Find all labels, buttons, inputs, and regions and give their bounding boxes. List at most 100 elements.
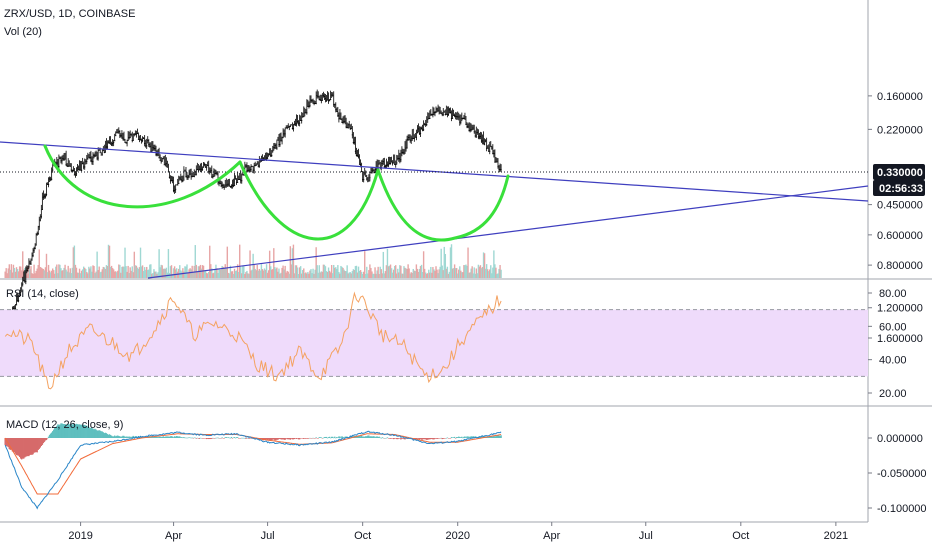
candle-body xyxy=(216,173,218,175)
volume-bar xyxy=(188,269,190,278)
macd-histogram-bar xyxy=(241,437,243,439)
trendlines[interactable] xyxy=(0,141,869,279)
time-axis[interactable]: 2019 Apr Jul Oct 2020 Apr Jul Oct 2021 xyxy=(68,522,848,542)
macd-histogram-bar xyxy=(247,437,249,439)
volume-bar xyxy=(407,264,409,278)
volume-bar xyxy=(118,264,120,278)
volume-bar xyxy=(322,264,325,278)
candle-body xyxy=(338,118,340,120)
macd-histogram-bar xyxy=(338,436,340,438)
volume-bar xyxy=(454,268,457,278)
ascending-trendline[interactable] xyxy=(147,185,869,279)
volume-bar xyxy=(229,265,232,278)
candle-body xyxy=(262,158,265,160)
volume-bar xyxy=(435,266,437,278)
candle-body xyxy=(454,115,456,116)
volume-bar xyxy=(158,249,160,278)
candle-body xyxy=(64,158,66,160)
volume-bar xyxy=(465,264,467,278)
volume-bar xyxy=(336,268,338,278)
volume-bar xyxy=(471,266,473,278)
candle-body xyxy=(421,129,424,131)
volume-bar xyxy=(93,266,95,278)
candle-body xyxy=(77,169,80,171)
candle-body xyxy=(171,180,174,181)
candle-body xyxy=(494,161,496,163)
macd-histogram-bar xyxy=(441,438,443,440)
cup-curve-right[interactable] xyxy=(376,168,510,242)
candle-body xyxy=(469,130,471,132)
macd-histogram-bar xyxy=(9,438,12,450)
candle-body xyxy=(481,140,484,142)
cup-curves[interactable] xyxy=(43,144,510,242)
candle-body xyxy=(468,130,470,132)
candle-body xyxy=(420,128,423,130)
volume-bar xyxy=(333,264,335,278)
volume-bar xyxy=(312,268,314,278)
volume-bar xyxy=(451,268,454,278)
volume-bar xyxy=(81,269,84,278)
macd-histogram-bar xyxy=(197,438,200,439)
candle-body xyxy=(95,155,97,157)
macd-histogram-bar xyxy=(471,436,473,438)
candle-body xyxy=(285,127,287,129)
cup-curve-left[interactable] xyxy=(43,144,242,209)
candle-body xyxy=(99,152,101,154)
volume-bar xyxy=(30,266,32,278)
volume-bar xyxy=(442,270,444,278)
macd-histogram-bar xyxy=(203,438,206,439)
volume-bar xyxy=(200,268,203,278)
volume-bar xyxy=(493,250,495,278)
macd-histogram-bar xyxy=(400,438,402,440)
candle-body xyxy=(151,150,153,152)
macd-histogram-bar xyxy=(460,437,462,438)
candle-body xyxy=(378,163,380,165)
macd-histogram-bar xyxy=(234,437,237,439)
macd-histogram-bar xyxy=(227,437,230,438)
volume-bar xyxy=(402,273,404,278)
volume-bar xyxy=(329,272,332,278)
candle-body xyxy=(140,139,143,141)
macd-histogram-bar xyxy=(376,436,378,438)
candle-body xyxy=(349,128,351,129)
price-axis[interactable]: 1.600000 1.200000 0.800000 0.600000 0.450000… xyxy=(868,91,923,345)
candle-body xyxy=(393,162,395,164)
candle-body xyxy=(37,233,39,234)
rsi-axis[interactable]: 80.00 60.00 40.00 20.00 xyxy=(868,288,907,400)
volume-bar xyxy=(117,270,119,278)
rsi-tick-label: 40.00 xyxy=(879,355,907,367)
candle-body xyxy=(390,161,393,163)
macd-histogram-bar xyxy=(178,436,180,438)
volume-bar xyxy=(86,271,88,278)
macd-histogram-bar xyxy=(388,438,391,439)
macd-histogram-bar xyxy=(165,436,168,438)
macd-axis[interactable]: 0.000000 -0.050000 -0.100000 xyxy=(868,433,927,515)
candle-body xyxy=(414,136,416,138)
volume-bar xyxy=(235,270,238,278)
macd-histogram-bar xyxy=(131,436,133,438)
candle-body xyxy=(403,152,405,154)
macd-histogram-bar xyxy=(397,438,399,440)
volume-bar xyxy=(130,270,132,278)
volume-bar xyxy=(273,248,275,278)
candle-body xyxy=(383,166,385,168)
macd-histogram-bar xyxy=(451,437,454,438)
macd-histogram-bar xyxy=(106,434,109,438)
macd-histogram-bar xyxy=(275,438,277,441)
candle-body xyxy=(336,110,338,112)
volume-bar xyxy=(398,272,400,278)
descending-trendline[interactable] xyxy=(0,141,869,202)
candle-body xyxy=(155,153,157,155)
candle-body xyxy=(487,147,489,149)
candle-body xyxy=(297,122,300,124)
candle-body xyxy=(457,116,459,118)
candle-body xyxy=(86,160,88,162)
cup-curve-middle[interactable] xyxy=(238,160,380,241)
candle-body xyxy=(268,154,270,156)
candle-body xyxy=(331,94,333,96)
volume-bar xyxy=(353,270,356,278)
volume-bar xyxy=(288,273,290,278)
macd-histogram-bar xyxy=(500,435,502,438)
candle-body xyxy=(168,176,171,178)
